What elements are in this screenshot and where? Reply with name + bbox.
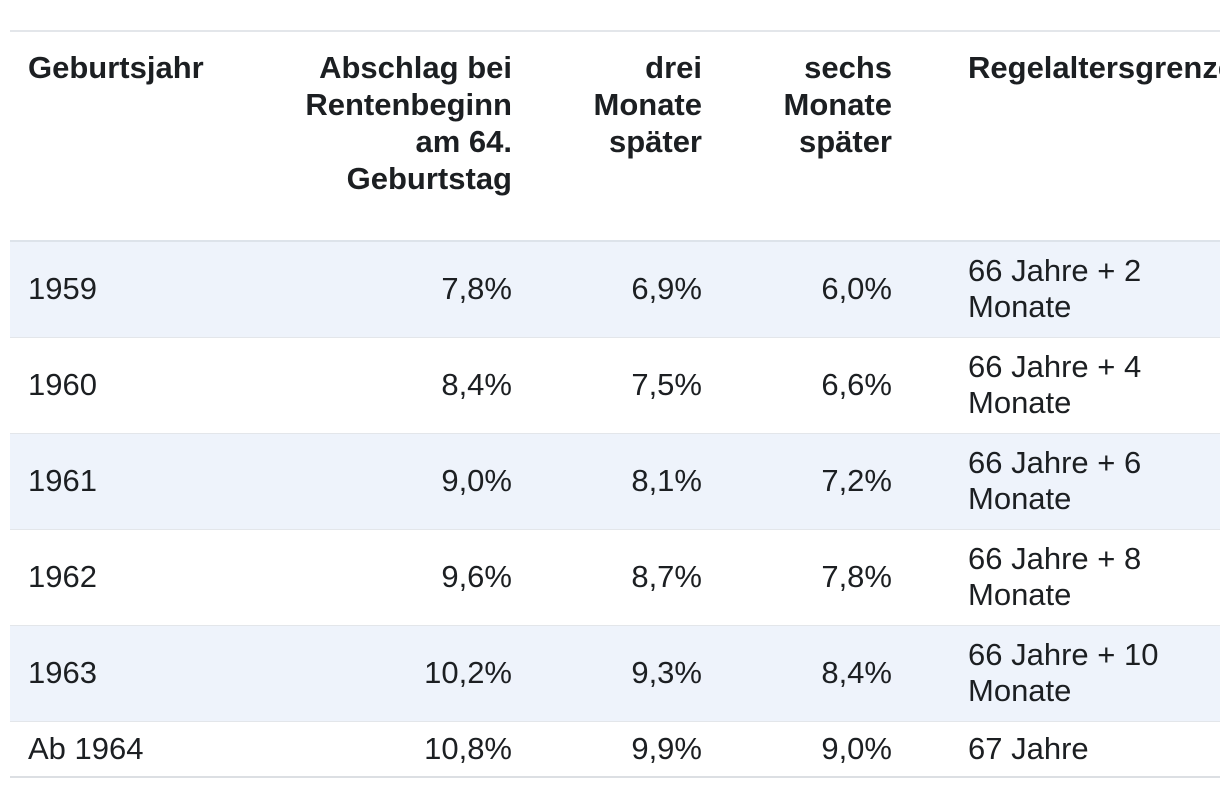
six-months-later-cell: 6,0% — [821, 271, 892, 307]
deduction-at-64-cell: 9,6% — [441, 559, 512, 594]
deduction-at-64-cell: 7,8% — [441, 271, 512, 307]
header-birth-year: Geburtsjahr — [28, 50, 204, 85]
deduction-at-64-cell: 10,2% — [424, 655, 512, 690]
six-months-later-cell: 7,8% — [821, 559, 892, 594]
three-months-later-cell: 6,9% — [631, 271, 702, 307]
regular-retirement-age-cell: 66 Jahre + 6 Monate — [968, 445, 1142, 516]
deduction-at-64-cell: 9,0% — [441, 463, 512, 498]
table-header-row: Geburtsjahr Abschlag bei Rentenbeginn am… — [10, 31, 1220, 241]
six-months-later-cell: 7,2% — [821, 463, 892, 498]
birth-year-cell: 1959 — [28, 271, 97, 307]
deduction-at-64-cell: 10,8% — [424, 730, 512, 766]
header-regular-retirement-age: Regelaltersgrenze — [968, 50, 1220, 85]
regular-retirement-age-cell: 66 Jahre + 8 Monate — [968, 541, 1142, 612]
six-months-later-cell: 6,6% — [821, 367, 892, 402]
pension-deduction-table: Geburtsjahr Abschlag bei Rentenbeginn am… — [10, 30, 1220, 778]
table-row: 1962 9,6% 8,7% 7,8% 66 Jahre + 8 Monate — [10, 529, 1220, 625]
birth-year-cell: 1961 — [28, 463, 97, 498]
birth-year-cell: 1962 — [28, 559, 97, 594]
three-months-later-cell: 7,5% — [631, 367, 702, 402]
six-months-later-cell: 8,4% — [821, 655, 892, 690]
table-row: 1963 10,2% 9,3% 8,4% 66 Jahre + 10 Monat… — [10, 625, 1220, 721]
table-row: 1959 7,8% 6,9% 6,0% 66 Jahre + 2 Monate — [10, 241, 1220, 337]
six-months-later-cell: 9,0% — [821, 730, 892, 766]
three-months-later-cell: 8,7% — [631, 559, 702, 594]
table-row: Ab 1964 10,8% 9,9% 9,0% 67 Jahre — [10, 721, 1220, 777]
pension-table-container: Geburtsjahr Abschlag bei Rentenbeginn am… — [10, 30, 1220, 784]
birth-year-cell: 1963 — [28, 655, 97, 690]
regular-retirement-age-cell: 67 Jahre — [968, 730, 1089, 766]
header-three-months-later: drei Monate später — [593, 50, 703, 159]
header-six-months-later: sechs Monate später — [783, 50, 893, 159]
birth-year-cell: 1960 — [28, 367, 97, 402]
header-deduction-at-64: Abschlag bei Rentenbeginn am 64. Geburts… — [305, 50, 512, 196]
three-months-later-cell: 9,3% — [631, 655, 702, 690]
table-row: 1960 8,4% 7,5% 6,6% 66 Jahre + 4 Monate — [10, 337, 1220, 433]
birth-year-cell: Ab 1964 — [28, 730, 144, 766]
three-months-later-cell: 8,1% — [631, 463, 702, 498]
regular-retirement-age-cell: 66 Jahre + 2 Monate — [968, 253, 1142, 325]
deduction-at-64-cell: 8,4% — [441, 367, 512, 402]
regular-retirement-age-cell: 66 Jahre + 10 Monate — [968, 637, 1159, 708]
table-row: 1961 9,0% 8,1% 7,2% 66 Jahre + 6 Monate — [10, 433, 1220, 529]
three-months-later-cell: 9,9% — [631, 730, 702, 766]
regular-retirement-age-cell: 66 Jahre + 4 Monate — [968, 349, 1142, 420]
